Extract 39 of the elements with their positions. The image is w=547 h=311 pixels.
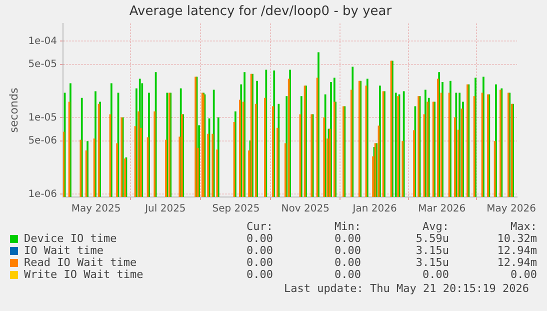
legend-label: Device IO time [23,232,118,245]
text: 12.94m [496,244,537,257]
text: 0.00 [510,268,537,281]
text: 0.00 [334,268,361,281]
text: Min: [334,220,361,233]
x-tick-label: Jul 2025 [144,204,186,215]
chart-title: Average latency for /dev/loop0 - by year [129,4,392,20]
text: Cur: [246,220,273,233]
legend-label: Read IO Wait time [23,256,138,269]
text: Avg: [422,220,449,233]
x-tick-label: Jan 2026 [352,204,397,215]
text: 3.15u [414,244,449,257]
text: 0.00 [246,244,273,257]
text: 0.00 [334,232,361,245]
text: Last update: Thu May 21 20:15:19 2026 [284,282,529,295]
y-tick-label: 5e-06 [28,135,58,146]
text: Max: [510,220,537,233]
x-tick-label: May 2025 [71,204,121,215]
text: 12.94m [496,256,537,269]
y-tick-label: 5e-05 [28,58,58,70]
text: 0.00 [334,256,361,269]
text: 0.00 [246,256,273,269]
text: 5.59u [414,232,449,245]
x-tick-label: May 2026 [486,204,536,215]
legend-label: IO Wait time [23,244,104,257]
legend-label: Write IO Wait time [23,268,144,281]
text: 0.00 [422,268,449,281]
text: 0.00 [246,268,273,281]
y-tick-label: 1e-04 [28,36,58,47]
x-tick-label: Sep 2025 [212,204,260,215]
x-tick-label: Mar 2026 [418,204,466,215]
text: 0.00 [246,232,273,245]
y-axis-title: seconds [7,88,20,133]
x-tick-label: Nov 2025 [281,204,330,215]
text: 0.00 [334,244,361,257]
y-tick-label: 1e-06 [28,188,58,200]
y-tick-label: 1e-05 [28,112,58,124]
text: 3.15u [414,256,449,269]
text: 10.32m [496,232,537,245]
